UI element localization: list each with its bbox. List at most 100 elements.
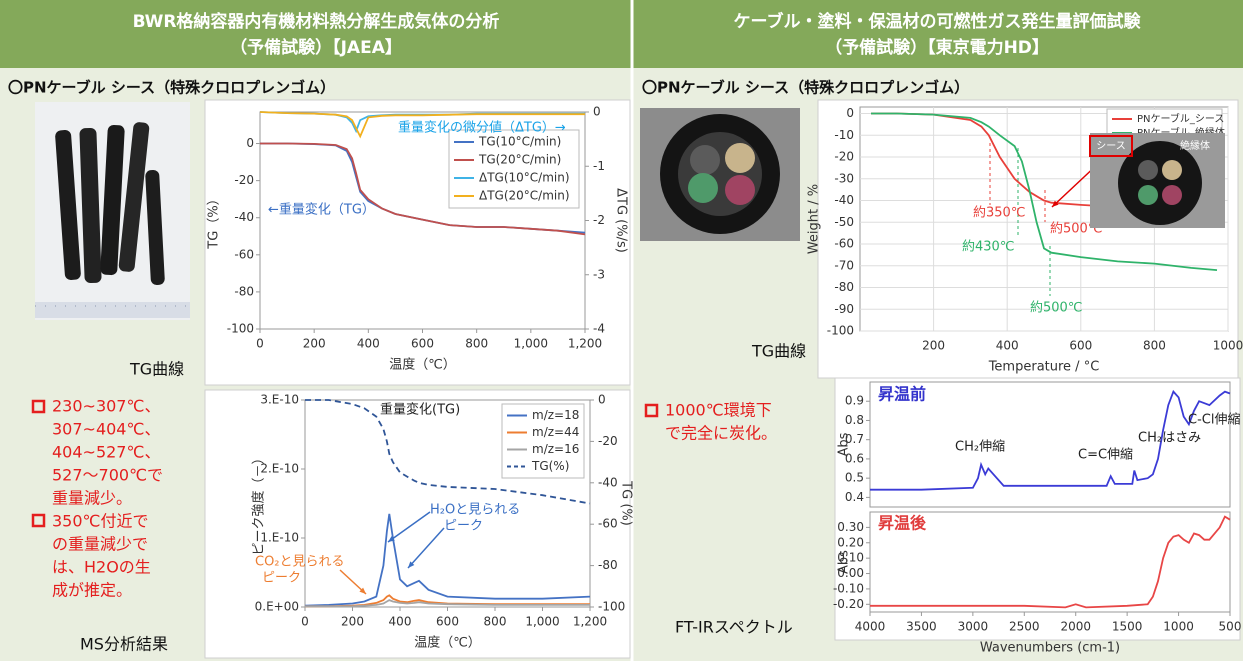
x-tick-label: 1000: [1163, 620, 1194, 634]
arrow: [387, 511, 431, 543]
left-subtitle: （予備試験）【JAEA】: [230, 37, 402, 58]
series-line: [305, 399, 591, 505]
y-tick-label: -100: [827, 324, 854, 338]
series-line: [304, 513, 591, 607]
annotation: CH₂伸縮: [955, 439, 1005, 455]
x-tick-label: 1500: [1112, 620, 1143, 634]
y-tick-label: 0.00: [837, 566, 864, 580]
y-tick-label: 0.4: [845, 490, 864, 504]
y-tick-label: -60: [834, 237, 854, 251]
inset-cable: [1118, 141, 1202, 225]
y-tick-label: -0.10: [833, 581, 864, 595]
bullet-text: 307~404℃、: [52, 420, 160, 439]
ftir-caption: FT-IRスペクトル: [675, 618, 793, 637]
x-tick-label: 800: [465, 337, 488, 351]
bullet-text: 1000℃環境下: [665, 401, 772, 420]
header-band: [0, 0, 1243, 68]
x-tick-label: 0: [301, 615, 309, 629]
x-axis-label: Temperature / °C: [988, 360, 1100, 375]
legend-label: TG(20°C/min): [478, 153, 561, 167]
y2-tick-label: -1: [593, 159, 605, 173]
series-line: [259, 111, 585, 139]
arrow: [407, 527, 445, 569]
bullet-marker: [31, 399, 46, 414]
x-tick-label: 3500: [906, 620, 937, 634]
arrow-head: [408, 561, 415, 568]
bullet-text: 404~527℃、: [52, 443, 160, 462]
x-tick-label: 600: [436, 615, 459, 629]
annotation: CH₂はさみ: [1138, 431, 1201, 446]
series-line: [260, 142, 586, 236]
panel-title: 昇温前: [878, 385, 926, 404]
arrow-head: [1052, 200, 1059, 207]
y-tick-label: 0.7: [845, 432, 864, 446]
annotation: C=C伸縮: [1078, 447, 1133, 463]
y-tick-label: -0.20: [833, 597, 864, 611]
charts: 0-20-40-60-80-1000-1-2-3-40 200 400 600 800 1…: [204, 99, 1243, 659]
annotation: 重量変化(TG): [380, 402, 460, 418]
y-tick-label: 3.E-10: [260, 393, 299, 407]
plot-area: [869, 511, 1231, 613]
x-tick-label: 1,200: [573, 615, 607, 629]
inset-label: 絶縁体: [1180, 139, 1210, 152]
y-axis-label: Weight / %: [807, 184, 822, 254]
right-subtitle: （予備試験）【東京電力HD】: [825, 37, 1049, 58]
annotation: 約350℃: [973, 206, 1025, 221]
x-tick-label: 1000: [1213, 339, 1243, 353]
annotation: H₂Oと見られる: [430, 503, 520, 518]
y2-tick-label: -4: [593, 322, 605, 336]
x-tick-label: 3000: [958, 620, 989, 634]
y-axis-label: ピーク強度（－）: [251, 451, 267, 555]
annotation: 約500℃: [1030, 301, 1082, 316]
y-tick-label: 2.E-10: [260, 462, 299, 476]
arrow-head: [359, 587, 366, 594]
annotation: 約500℃: [1050, 222, 1102, 237]
x-axis-label: Wavenumbers (cm-1): [980, 641, 1120, 656]
bullet-text: 350℃付近で: [52, 512, 149, 531]
y-tick-label: -50: [834, 215, 854, 229]
x-tick-label: 1,000: [514, 337, 548, 351]
y-tick-label: 0.6: [845, 451, 864, 465]
x-tick-label: 2500: [1009, 620, 1040, 634]
y-axis-label: Abs: [837, 550, 852, 574]
plot-area: [869, 381, 1231, 508]
y-tick-label: -40: [234, 210, 254, 224]
x-tick-label: 200: [341, 615, 364, 629]
x-tick-label: 4000: [855, 620, 886, 634]
x-tick-label: 400: [389, 615, 412, 629]
y2-tick-label: 0: [598, 393, 606, 407]
y-tick-label: -10: [834, 128, 854, 142]
y-tick-label: -90: [834, 302, 854, 316]
legend-label: m/z=18: [532, 408, 579, 422]
bullet-text: の重量減少で: [52, 535, 148, 554]
x-tick-label: 600: [411, 337, 434, 351]
annotation: C-Cl伸縮: [1188, 412, 1240, 428]
x-tick-label: 600: [1069, 339, 1092, 353]
series-line: [870, 389, 1231, 491]
x-tick-label: 200: [303, 337, 326, 351]
x-tick-label: 1,200: [568, 337, 602, 351]
inset-core: [1162, 160, 1182, 180]
legend-label: ΔTG(10°C/min): [479, 171, 570, 185]
right-sample: 〇PNケーブル シース（特殊クロロプレンゴム）: [642, 79, 969, 97]
bullet-marker: [644, 403, 659, 418]
legend-label: TG(%): [531, 459, 569, 473]
y-tick-label: 0.5: [845, 471, 864, 485]
y-tick-label: -40: [834, 193, 854, 207]
y2-tick-label: -40: [598, 475, 618, 489]
cross-section-photo: [640, 108, 800, 241]
inset-label: シース: [1096, 141, 1126, 152]
ms-caption: MS分析結果: [80, 635, 168, 654]
y2-tick-label: -80: [598, 558, 618, 572]
y2-axis-label: TG (%): [619, 480, 634, 526]
y-tick-label: -80: [234, 284, 254, 298]
annotation: 重量変化の微分値（ΔTG）→: [398, 120, 566, 136]
y-tick-label: -20: [234, 173, 254, 187]
legend-label: m/z=44: [532, 425, 579, 439]
y-tick-label: 0.30: [837, 520, 864, 534]
left-title: BWR格納容器内有機材料熱分解生成気体の分析: [133, 11, 500, 32]
y-tick-label: -70: [834, 258, 854, 272]
y-tick-label: 0.E+00: [255, 600, 299, 614]
y-axis-label: Abs: [837, 432, 852, 456]
inset-highlight: [1089, 135, 1133, 157]
